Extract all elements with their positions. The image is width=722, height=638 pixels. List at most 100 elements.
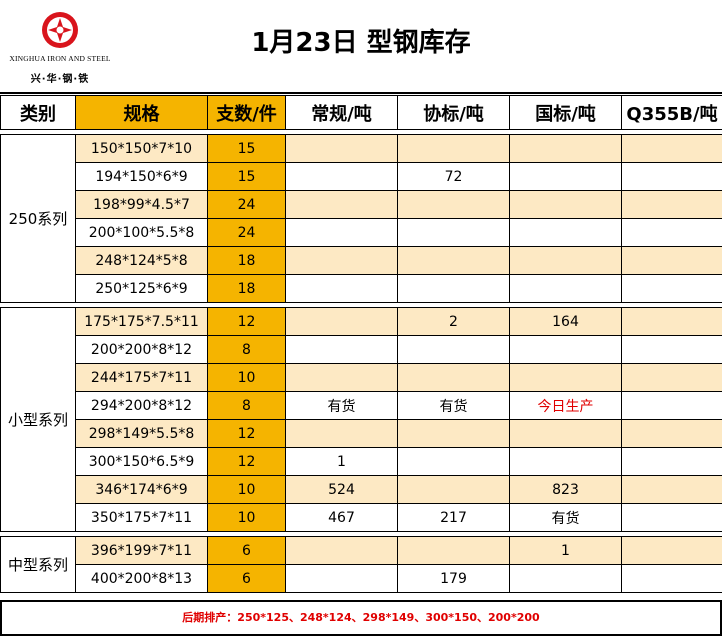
qty-cell: 15 bbox=[207, 134, 286, 163]
column-header-spec: 规格 bbox=[75, 95, 208, 130]
regular-cell: 有货 bbox=[285, 391, 398, 420]
q355b-cell bbox=[621, 307, 722, 336]
spec-cell: 294*200*8*12 bbox=[75, 391, 208, 420]
table-row: 248*124*5*8 18 bbox=[1, 246, 722, 275]
qty-cell: 18 bbox=[207, 246, 286, 275]
regular-cell bbox=[285, 134, 398, 163]
spec-cell: 198*99*4.5*7 bbox=[75, 190, 208, 219]
q355b-cell bbox=[621, 419, 722, 448]
national-cell bbox=[509, 162, 622, 191]
regular-cell bbox=[285, 190, 398, 219]
spec-cell: 346*174*6*9 bbox=[75, 475, 208, 504]
table-row: 200*200*8*12 8 bbox=[1, 335, 722, 364]
category-cell: 250系列 bbox=[0, 134, 76, 303]
q355b-cell bbox=[621, 134, 722, 163]
qty-cell: 12 bbox=[207, 447, 286, 476]
q355b-cell bbox=[621, 475, 722, 504]
column-header-category: 类别 bbox=[0, 95, 76, 130]
spec-cell: 200*100*5.5*8 bbox=[75, 218, 208, 247]
national-cell bbox=[509, 134, 622, 163]
assoc-cell bbox=[397, 274, 510, 303]
qty-cell: 18 bbox=[207, 274, 286, 303]
table-row: 250*125*6*9 18 bbox=[1, 274, 722, 303]
regular-cell: 524 bbox=[285, 475, 398, 504]
national-cell bbox=[509, 363, 622, 392]
regular-cell bbox=[285, 307, 398, 336]
spec-cell: 200*200*8*12 bbox=[75, 335, 208, 364]
regular-cell bbox=[285, 564, 398, 593]
spec-cell: 300*150*6.5*9 bbox=[75, 447, 208, 476]
table-row: 小型系列 175*175*7.5*11 12 2 164 bbox=[0, 307, 722, 532]
q355b-cell bbox=[621, 190, 722, 219]
assoc-cell bbox=[397, 363, 510, 392]
logo-english-text: XINGHUA IRON AND STEEL bbox=[9, 54, 111, 63]
assoc-cell bbox=[397, 419, 510, 448]
q355b-cell bbox=[621, 246, 722, 275]
assoc-cell: 有货 bbox=[397, 391, 510, 420]
q355b-cell bbox=[621, 274, 722, 303]
qty-cell: 15 bbox=[207, 162, 286, 191]
logo-chinese-text: 兴·华·钢·铁 bbox=[30, 74, 90, 85]
qty-cell: 8 bbox=[207, 391, 286, 420]
q355b-cell bbox=[621, 363, 722, 392]
qty-cell: 10 bbox=[207, 475, 286, 504]
national-cell: 今日生产 bbox=[509, 391, 622, 420]
regular-cell bbox=[285, 335, 398, 364]
assoc-cell: 72 bbox=[397, 162, 510, 191]
regular-cell bbox=[285, 218, 398, 247]
national-cell bbox=[509, 218, 622, 247]
q355b-cell bbox=[621, 503, 722, 532]
table-row: 200*100*5.5*8 24 bbox=[1, 218, 722, 247]
assoc-cell: 217 bbox=[397, 503, 510, 532]
regular-cell bbox=[285, 536, 398, 565]
spec-cell: 248*124*5*8 bbox=[75, 246, 208, 275]
spec-cell: 298*149*5.5*8 bbox=[75, 419, 208, 448]
national-cell: 164 bbox=[509, 307, 622, 336]
spec-cell: 350*175*7*11 bbox=[75, 503, 208, 532]
assoc-cell bbox=[397, 447, 510, 476]
spec-cell: 150*150*7*10 bbox=[75, 134, 208, 163]
q355b-cell bbox=[621, 218, 722, 247]
column-header-national: 国标/吨 bbox=[509, 95, 622, 130]
regular-cell: 1 bbox=[285, 447, 398, 476]
national-cell: 823 bbox=[509, 475, 622, 504]
company-logo: XINGHUA IRON AND STEEL 兴·华·钢·铁 bbox=[4, 4, 116, 88]
regular-cell bbox=[285, 246, 398, 275]
table-row: 198*99*4.5*7 24 bbox=[1, 190, 722, 219]
q355b-cell bbox=[621, 162, 722, 191]
regular-cell bbox=[285, 274, 398, 303]
column-header-assoc: 协标/吨 bbox=[397, 95, 510, 130]
qty-cell: 8 bbox=[207, 335, 286, 364]
table-row: 298*149*5.5*8 12 bbox=[1, 419, 722, 448]
q355b-cell bbox=[621, 447, 722, 476]
logo-emblem-icon bbox=[42, 12, 78, 48]
assoc-cell bbox=[397, 335, 510, 364]
table-row: 300*150*6.5*9 12 1 bbox=[1, 447, 722, 476]
page-header: XINGHUA IRON AND STEEL 兴·华·钢·铁 1月23日 型钢库… bbox=[0, 0, 722, 94]
table-row: 400*200*8*13 6 179 bbox=[1, 564, 722, 593]
national-cell bbox=[509, 335, 622, 364]
table-row: 244*175*7*11 10 bbox=[1, 363, 722, 392]
national-cell: 有货 bbox=[509, 503, 622, 532]
qty-cell: 6 bbox=[207, 536, 286, 565]
column-header-regular: 常规/吨 bbox=[285, 95, 398, 130]
page-title: 1月23日 型钢库存 bbox=[251, 28, 471, 58]
regular-cell bbox=[285, 419, 398, 448]
regular-cell: 467 bbox=[285, 503, 398, 532]
table-row: 250系列 150*150*7*10 15 bbox=[0, 134, 722, 303]
table-header-row: 类别 规格 支数/件 常规/吨 协标/吨 国标/吨 Q355B/吨 bbox=[0, 95, 722, 130]
spec-cell: 194*150*6*9 bbox=[75, 162, 208, 191]
spec-cell: 396*199*7*11 bbox=[75, 536, 208, 565]
column-header-qty: 支数/件 bbox=[207, 95, 286, 130]
qty-cell: 24 bbox=[207, 190, 286, 219]
table-row: 346*174*6*9 10 524 823 bbox=[1, 475, 722, 504]
assoc-cell bbox=[397, 536, 510, 565]
q355b-cell bbox=[621, 391, 722, 420]
category-cell: 小型系列 bbox=[0, 307, 76, 532]
assoc-cell bbox=[397, 246, 510, 275]
assoc-cell bbox=[397, 218, 510, 247]
spec-cell: 175*175*7.5*11 bbox=[75, 307, 208, 336]
qty-cell: 10 bbox=[207, 363, 286, 392]
national-cell bbox=[509, 419, 622, 448]
category-cell: 中型系列 bbox=[0, 536, 76, 593]
